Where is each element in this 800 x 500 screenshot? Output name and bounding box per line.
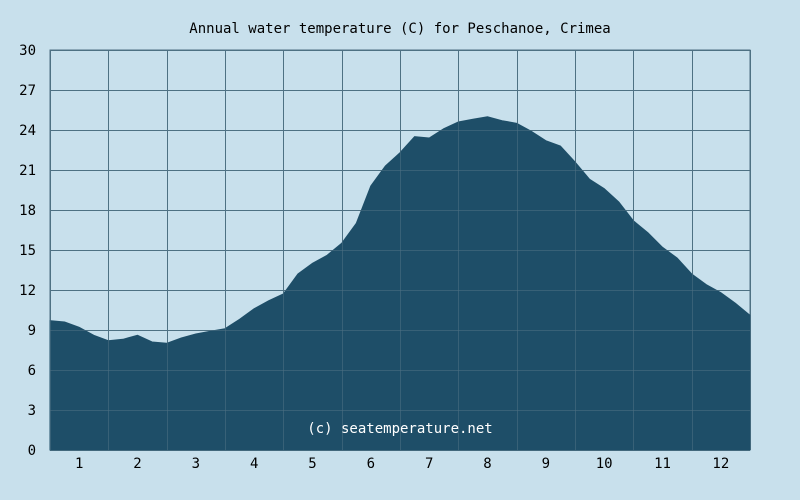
x-tick-label: 8 xyxy=(483,456,491,472)
grid-overlay xyxy=(50,50,751,451)
y-tick-label: 24 xyxy=(19,123,36,139)
x-tick-label: 4 xyxy=(250,456,258,472)
watermark-text: (c) seatemperature.net xyxy=(307,421,492,437)
y-tick-label: 0 xyxy=(28,443,36,459)
y-tick-label: 18 xyxy=(19,203,36,219)
x-tick-label: 9 xyxy=(542,456,550,472)
y-tick-label: 6 xyxy=(28,363,36,379)
y-tick-label: 12 xyxy=(19,283,36,299)
y-tick-label: 3 xyxy=(28,403,36,419)
x-tick-label: 11 xyxy=(654,456,671,472)
y-tick-label: 27 xyxy=(19,83,36,99)
x-tick-label: 6 xyxy=(367,456,375,472)
y-tick-label: 9 xyxy=(28,323,36,339)
x-tick-label: 7 xyxy=(425,456,433,472)
x-tick-label: 3 xyxy=(192,456,200,472)
y-tick-label: 30 xyxy=(19,43,36,59)
y-tick-label: 15 xyxy=(19,243,36,259)
chart-title: Annual water temperature (C) for Peschan… xyxy=(189,21,610,37)
x-tick-label: 12 xyxy=(712,456,729,472)
x-tick-label: 2 xyxy=(133,456,141,472)
x-tick-label: 5 xyxy=(308,456,316,472)
x-tick-label: 1 xyxy=(75,456,83,472)
x-tick-label: 10 xyxy=(596,456,613,472)
y-tick-label: 21 xyxy=(19,163,36,179)
y-tick-labels: 0 3 6 9 12 15 18 21 24 27 30 xyxy=(19,43,36,459)
x-tick-labels: 1 2 3 4 5 6 7 8 9 10 11 12 xyxy=(75,456,729,472)
